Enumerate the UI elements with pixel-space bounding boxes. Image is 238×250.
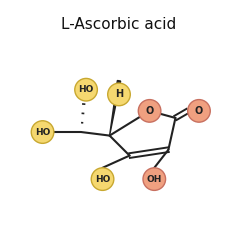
Circle shape — [31, 121, 54, 143]
Text: HO: HO — [35, 128, 50, 136]
Text: O: O — [195, 106, 203, 116]
Text: HO: HO — [95, 174, 110, 184]
Circle shape — [108, 83, 130, 106]
Circle shape — [75, 78, 97, 101]
Text: H: H — [115, 90, 123, 100]
Circle shape — [143, 168, 166, 190]
Circle shape — [91, 168, 114, 190]
Text: O: O — [145, 106, 154, 116]
Text: L-Ascorbic acid: L-Ascorbic acid — [61, 17, 177, 32]
Text: HO: HO — [78, 85, 94, 94]
Circle shape — [188, 100, 210, 122]
Text: OH: OH — [147, 174, 162, 184]
Circle shape — [138, 100, 161, 122]
Polygon shape — [109, 80, 121, 136]
